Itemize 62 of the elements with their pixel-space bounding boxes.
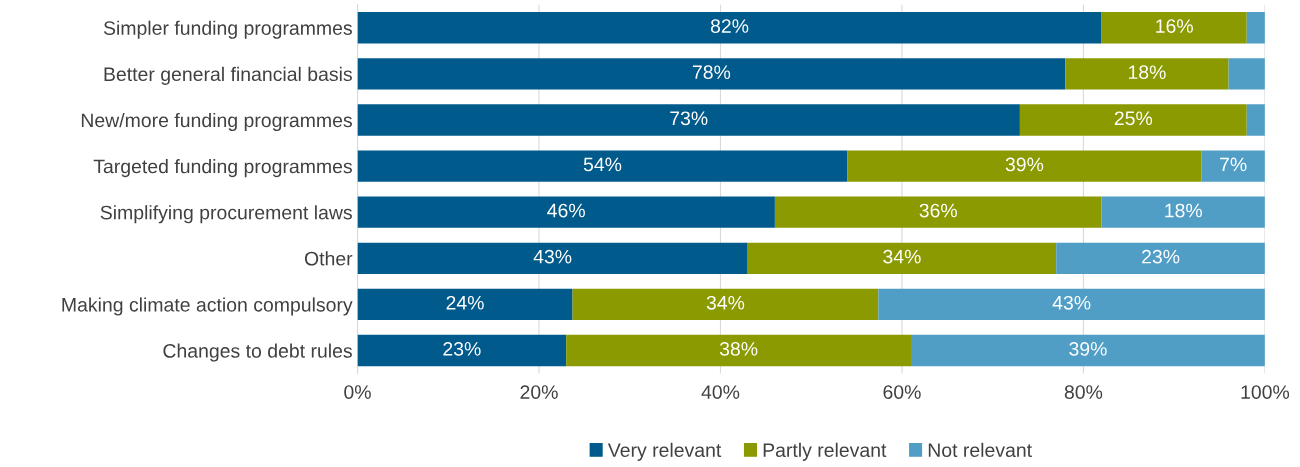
data-label: 34% <box>883 249 921 264</box>
bar <box>357 196 775 228</box>
data-label: 39% <box>1005 157 1044 172</box>
bar <box>847 150 1202 182</box>
data-label: 39% <box>1069 341 1107 356</box>
bar <box>357 150 848 182</box>
bar <box>1101 196 1265 228</box>
data-label: 43% <box>1052 295 1091 310</box>
data-label: 43% <box>533 249 572 264</box>
y-tick-label: Other <box>304 251 353 266</box>
bar <box>1246 104 1265 136</box>
x-tick-label: 20% <box>520 385 558 399</box>
x-tick-label: 60% <box>883 385 921 399</box>
x-tick-label: 40% <box>701 385 740 399</box>
data-label: 7% <box>1220 157 1247 172</box>
y-tick-label: Simpler funding programmes <box>103 20 352 39</box>
data-label: 18% <box>1165 203 1202 218</box>
legend-label: Partly relevant <box>763 442 887 461</box>
data-label: 46% <box>547 203 585 218</box>
bar <box>572 288 879 321</box>
bar <box>357 288 573 321</box>
data-label: 54% <box>583 157 622 172</box>
y-tick-label: New/more funding programmes <box>81 112 352 132</box>
data-label: 82% <box>710 19 749 33</box>
data-label: 25% <box>1114 111 1153 126</box>
data-label: 78% <box>692 65 731 80</box>
x-tick-label: 100% <box>1241 385 1290 399</box>
bar <box>1246 12 1265 44</box>
bar <box>357 334 567 367</box>
data-label: 34% <box>706 295 745 310</box>
data-label: 23% <box>443 341 481 356</box>
bar <box>1056 242 1265 274</box>
y-tick-label: Better general financial basis <box>104 66 352 85</box>
bar <box>1101 12 1247 44</box>
legend-label: Very relevant <box>607 442 722 461</box>
bar <box>357 12 1102 44</box>
bar <box>878 288 1265 321</box>
x-tick-label: 80% <box>1064 385 1103 399</box>
bar <box>1065 58 1229 90</box>
bar <box>747 242 1057 274</box>
bar <box>911 334 1265 367</box>
bar <box>357 104 1020 136</box>
data-label: 36% <box>919 203 957 218</box>
bar <box>1201 150 1265 182</box>
bar <box>357 58 1066 90</box>
data-label: 24% <box>446 295 484 310</box>
data-label: 38% <box>719 341 758 356</box>
bar <box>774 196 1102 228</box>
bar <box>357 242 748 274</box>
y-tick-label: Simplifying procurement laws <box>100 205 352 224</box>
bar <box>1019 104 1247 136</box>
y-tick-label: Targeted funding programmes <box>93 159 352 178</box>
legend-label: Not relevant <box>928 442 1032 458</box>
data-label: 23% <box>1142 249 1180 264</box>
bar <box>566 334 912 367</box>
y-tick-label: Making climate action compulsory <box>62 297 353 316</box>
data-label: 73% <box>670 111 708 126</box>
data-label: 18% <box>1128 65 1166 80</box>
data-label: 16% <box>1156 19 1193 33</box>
x-tick-label: 0% <box>344 385 371 399</box>
y-tick-label: Changes to debt rules <box>163 343 352 362</box>
bar <box>1228 58 1265 90</box>
